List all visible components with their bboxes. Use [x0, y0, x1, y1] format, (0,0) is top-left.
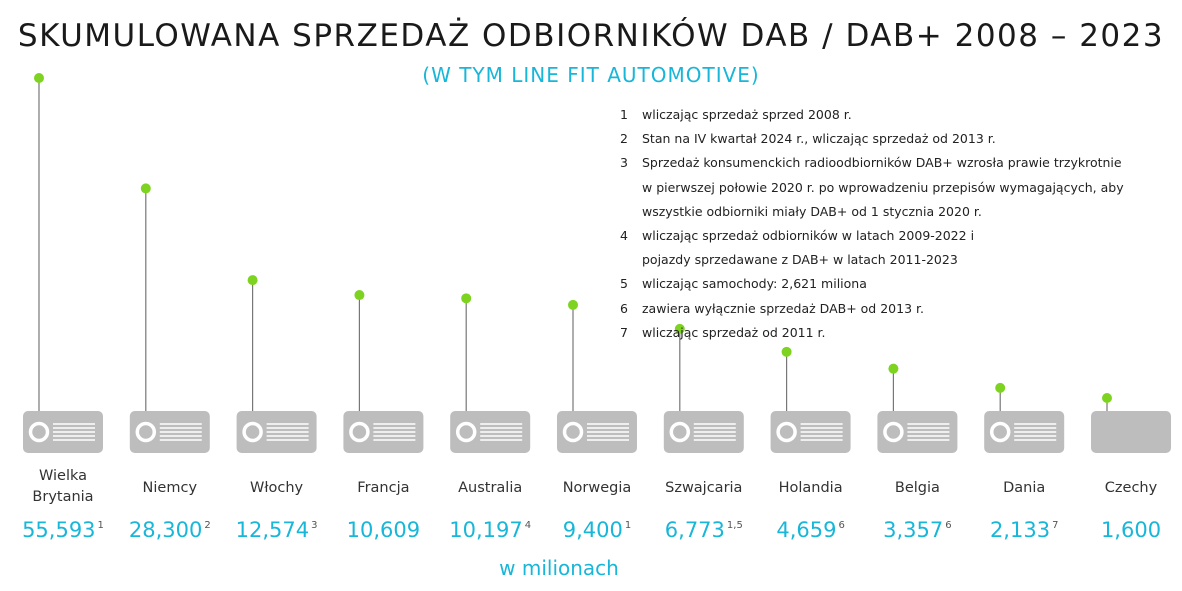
footnote-number: 7	[620, 324, 628, 340]
category-label: Szwajcaria	[665, 480, 743, 496]
value-label: 1,600	[1066, 518, 1182, 542]
value-label: 4,659 6	[746, 518, 876, 542]
footnote-ref: 6	[838, 520, 845, 531]
category-label: Dania	[1003, 480, 1046, 496]
footnote-4: 4 wliczając sprzedaż odbiorników w latach…	[620, 224, 1165, 272]
footnote-text: wliczając samochody: 2,621 miliona	[642, 276, 867, 292]
radio-dial-icon	[883, 421, 904, 443]
value-number: 3,357	[883, 518, 944, 542]
value-number: 1,600	[1100, 518, 1162, 542]
category-label: Norwegia	[562, 480, 632, 496]
value-number: 12,574	[235, 518, 310, 542]
value-label: 10,197 4	[425, 518, 555, 542]
value-number: 10,609	[346, 518, 421, 542]
chart-title: SKUMULOWANA SPRZEDAŻ ODBIORNIKÓW DAB / D…	[17, 18, 1165, 54]
footnote-2: 2 Stan na IV kwartał 2024 r., wliczając s…	[620, 127, 1165, 151]
footnote-5: 5 wliczając samochody: 2,621 miliona	[620, 272, 1165, 296]
value-marker	[140, 183, 151, 194]
category-label: Włochy	[250, 480, 304, 496]
value-number: 9,400	[562, 518, 623, 542]
footnote-ref: 1,5	[726, 520, 743, 531]
footnote-ref: 3	[311, 520, 318, 531]
value-marker	[995, 382, 1006, 393]
footnote-6: 6 zawiera wyłącznie sprzedaż DAB+ od 2013…	[620, 297, 1165, 321]
value-label: 6,773 1,5	[639, 518, 769, 542]
value-label: 10,609	[318, 518, 448, 542]
radio-dial-icon	[242, 421, 263, 443]
value-marker	[674, 323, 685, 334]
radio-dial-icon	[562, 421, 584, 443]
footnote-text: zawiera wyłącznie sprzedaż DAB+ od 2013 …	[642, 300, 924, 316]
footnote-3: 3 Sprzedaż konsumenckich radioodbiorników…	[620, 151, 1165, 224]
value-number: 55,593	[22, 518, 96, 542]
footnote-text: wliczając sprzedaż sprzed 2008 r.	[642, 107, 852, 122]
value-marker	[34, 73, 44, 83]
category-label: Czechy	[1104, 480, 1158, 496]
radio-dial-icon	[669, 421, 691, 443]
footnote-ref: 6	[945, 520, 952, 531]
footnote-number: 5	[620, 276, 628, 292]
category-label: Wielka Brytania	[32, 468, 94, 505]
value-number: 4,659	[776, 518, 837, 542]
value-label: 28,300 2	[105, 518, 235, 542]
footnote-number: 3	[620, 155, 628, 171]
footnote-ref: 4	[524, 520, 532, 531]
value-label: 3,357 6	[852, 518, 982, 542]
value-number: 6,773	[664, 518, 725, 542]
radio-icon	[1091, 411, 1171, 453]
radio-dial-icon	[989, 421, 1011, 443]
category-label: Niemcy	[142, 480, 198, 496]
value-label: 12,574 3	[212, 518, 342, 542]
value-label: 9,400 1	[532, 518, 662, 542]
value-label: 2,133 7	[959, 518, 1089, 542]
footnote-7: 7 wliczając sprzedaż od 2011 r.	[620, 321, 1165, 345]
category-label: Holandia	[778, 480, 843, 496]
footnote-text: Stan na IV kwartał 2024 r., wliczając sp…	[642, 131, 996, 147]
unit-label: w milionach	[499, 556, 619, 580]
footnote-ref: 7	[1052, 520, 1059, 531]
radio-dial-icon	[28, 421, 50, 443]
value-number: 10,197	[449, 518, 523, 542]
footnote-text: wliczając sprzedaż odbiorników w latach …	[642, 228, 975, 268]
value-marker	[247, 275, 258, 286]
category-label: Belgia	[894, 480, 940, 496]
radio-dial-icon	[455, 421, 477, 443]
footnote-ref: 1	[97, 520, 104, 531]
footnote-number: 4	[620, 228, 628, 244]
chart-subtitle: (W TYM LINE FIT AUTOMOTIVE)	[422, 63, 760, 87]
footnote-number: 6	[620, 300, 628, 316]
footnotes-list: 1 wliczając sprzedaż sprzed 2008 r. 2 Stan …	[620, 103, 1165, 345]
value-label: 55,593 1	[0, 518, 128, 542]
value-number: 28,300	[128, 518, 203, 542]
radio-dial-icon	[135, 421, 157, 443]
value-marker	[781, 346, 792, 357]
radio-dial-icon	[776, 421, 797, 443]
footnote-ref: 2	[204, 520, 211, 531]
footnote-number: 1	[620, 107, 628, 122]
value-marker	[888, 363, 899, 374]
footnote-1: 1 wliczając sprzedaż sprzed 2008 r.	[620, 103, 1165, 127]
footnote-ref: 1	[624, 520, 632, 531]
value-marker	[354, 290, 365, 301]
category-label: Francja	[357, 480, 410, 496]
value-number: 2,133	[989, 518, 1051, 542]
footnote-number: 2	[620, 131, 628, 147]
footnote-text: wliczając sprzedaż od 2011 r.	[642, 324, 826, 340]
value-marker	[1102, 393, 1112, 403]
radio-dial-icon	[349, 421, 370, 443]
value-marker	[461, 293, 472, 304]
value-marker	[568, 299, 578, 310]
category-label: Australia	[458, 480, 523, 496]
footnote-text: Sprzedaż konsumenckich radioodbiorników …	[642, 155, 1124, 219]
